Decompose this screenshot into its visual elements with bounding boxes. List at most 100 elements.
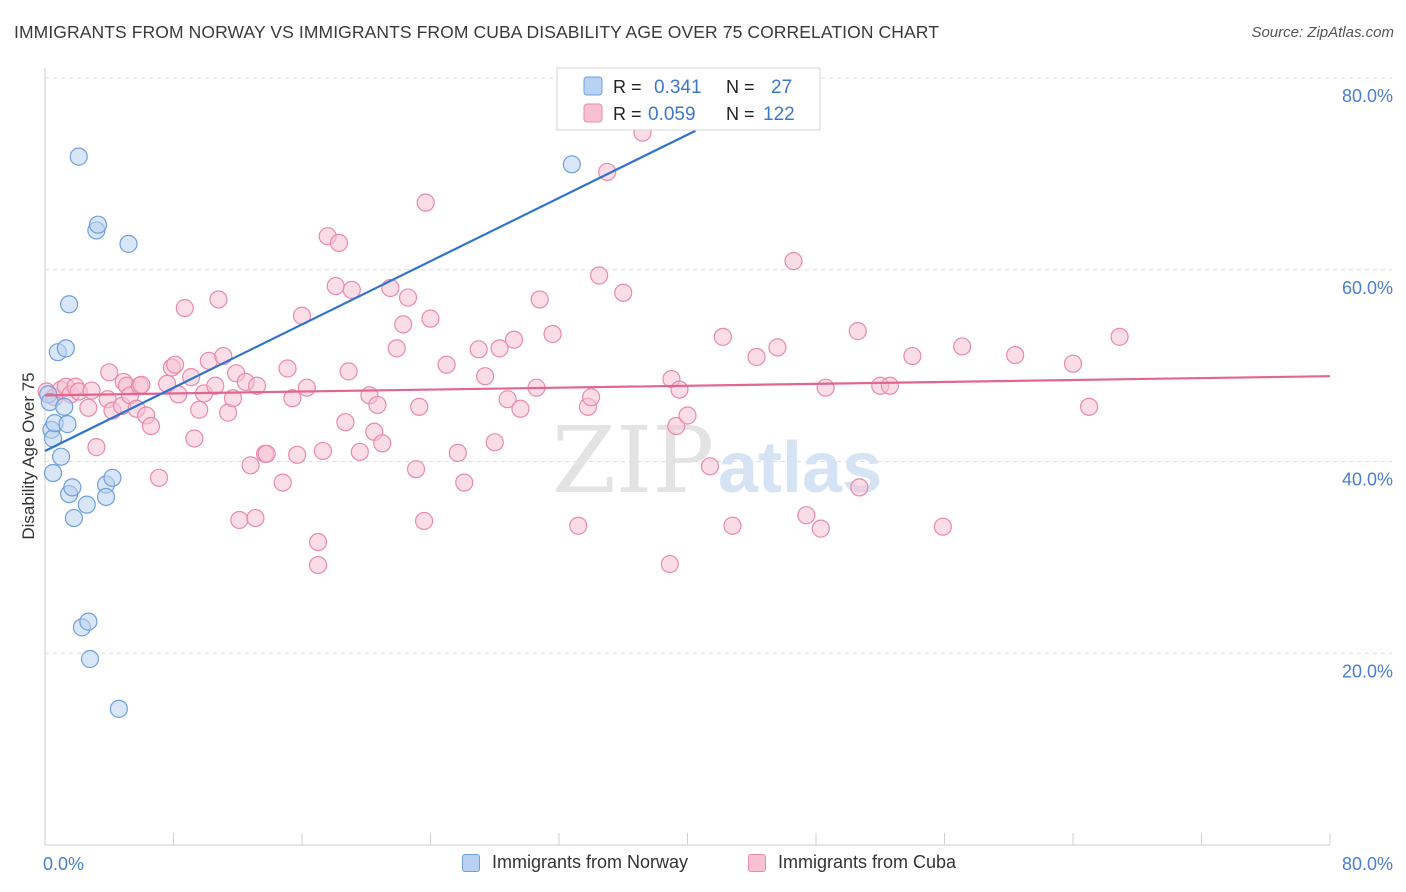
legend-label-cuba: Immigrants from Cuba <box>778 852 957 872</box>
y-axis-label: Disability Age Over 75 <box>19 372 38 539</box>
cuba-point <box>206 376 225 395</box>
cuba-point <box>660 554 679 574</box>
norway-point <box>55 397 74 416</box>
norway-point <box>77 495 96 514</box>
cuba-point <box>437 355 456 374</box>
watermark-zip: ZIP <box>552 407 714 514</box>
cuba-point <box>336 413 355 432</box>
cuba-point <box>87 438 106 457</box>
norway-point <box>103 468 122 487</box>
cuba-point <box>678 406 697 425</box>
stats-n-value-norway: 27 <box>771 77 792 98</box>
cuba-point <box>543 324 562 344</box>
norway-point <box>56 339 75 358</box>
cuba-point <box>241 456 260 475</box>
cuba-point <box>406 460 426 479</box>
cuba-point <box>590 266 609 285</box>
cuba-point <box>257 444 276 463</box>
cuba-point <box>816 378 835 397</box>
cuba-point <box>713 327 732 346</box>
cuba-point <box>1063 354 1083 373</box>
cuba-point <box>511 399 530 418</box>
y-tick-label: 40.0% <box>1342 470 1393 490</box>
cuba-point <box>490 339 509 358</box>
stats-r-label-norway: R = <box>613 77 647 97</box>
cuba-point <box>850 478 869 497</box>
cuba-point <box>953 337 972 356</box>
norway-point <box>69 147 88 166</box>
cuba-point <box>723 516 742 535</box>
cuba-point <box>373 434 392 453</box>
legend-swatch-cuba <box>748 853 766 872</box>
cuba-point <box>79 398 98 417</box>
cuba-point <box>848 322 867 341</box>
cuba-point <box>410 397 429 416</box>
cuba-point <box>329 233 349 253</box>
series-legend: Immigrants from Norway Immigrants from C… <box>0 852 1406 878</box>
norway-point <box>59 295 79 314</box>
cuba-point <box>82 381 101 400</box>
norway-point <box>43 463 63 483</box>
y-tick-label: 20.0% <box>1342 661 1393 681</box>
norway-point <box>562 155 581 174</box>
cuba-point <box>476 367 495 386</box>
cuba-point <box>747 347 766 367</box>
cuba-point <box>416 193 435 212</box>
cuba-point <box>288 445 307 464</box>
cuba-point <box>209 290 228 309</box>
x-tick-label-max: 80.0% <box>1342 854 1393 874</box>
cuba-point <box>768 338 787 357</box>
cuba-point <box>469 340 488 359</box>
cuba-point <box>880 376 899 395</box>
norway-point <box>88 215 108 234</box>
norway-point <box>58 415 77 434</box>
cuba-point <box>1079 397 1099 416</box>
cuba-point <box>223 389 243 408</box>
cuba-point <box>1006 345 1025 365</box>
cuba-point <box>132 375 151 394</box>
stats-legend-swatch-norway <box>583 76 603 96</box>
cuba-point <box>485 433 504 452</box>
cuba-point <box>667 416 686 436</box>
stats-n-value-cuba: 122 <box>763 104 795 125</box>
cuba-point <box>273 473 292 492</box>
cuba-point <box>387 339 406 358</box>
x-tick-label-min: 0.0% <box>43 854 84 874</box>
cuba-point <box>614 283 633 302</box>
x-ticks <box>44 833 1331 845</box>
norway-point <box>80 649 100 669</box>
cuba-point <box>933 517 952 536</box>
stats-n-label-norway: N = <box>726 77 760 97</box>
stats-legend-swatch-cuba <box>583 103 603 123</box>
cuba-point <box>308 532 328 552</box>
norway-point <box>64 508 84 528</box>
cuba-point <box>504 330 524 349</box>
cuba-point <box>149 468 169 487</box>
cuba-point <box>141 416 161 436</box>
legend-item-norway[interactable]: Immigrants from Norway <box>462 852 688 873</box>
legend-item-cuba[interactable]: Immigrants from Cuba <box>748 852 956 873</box>
cuba-point <box>368 395 387 415</box>
stats-r-value-cuba: 0.059 <box>648 104 696 125</box>
cuba-point <box>175 299 194 318</box>
cuba-point <box>100 363 119 382</box>
cuba-point <box>339 362 358 381</box>
cuba-point <box>903 346 922 366</box>
cuba-point <box>313 441 332 461</box>
watermark: ZIP atlas <box>552 407 882 514</box>
cuba-point <box>811 519 830 538</box>
cuba-point <box>582 388 601 407</box>
cuba-point <box>350 442 369 462</box>
cuba-point <box>455 473 474 492</box>
cuba-point <box>166 355 185 374</box>
norway-point <box>51 447 71 466</box>
cuba-point <box>190 400 209 419</box>
cuba-point <box>297 378 316 397</box>
legend-label-norway: Immigrants from Norway <box>492 852 689 872</box>
stats-r-value-norway: 0.341 <box>654 77 702 98</box>
cuba-point <box>700 457 720 476</box>
norway-point <box>63 478 82 497</box>
cuba-point <box>498 390 517 409</box>
norway-point <box>96 487 116 507</box>
